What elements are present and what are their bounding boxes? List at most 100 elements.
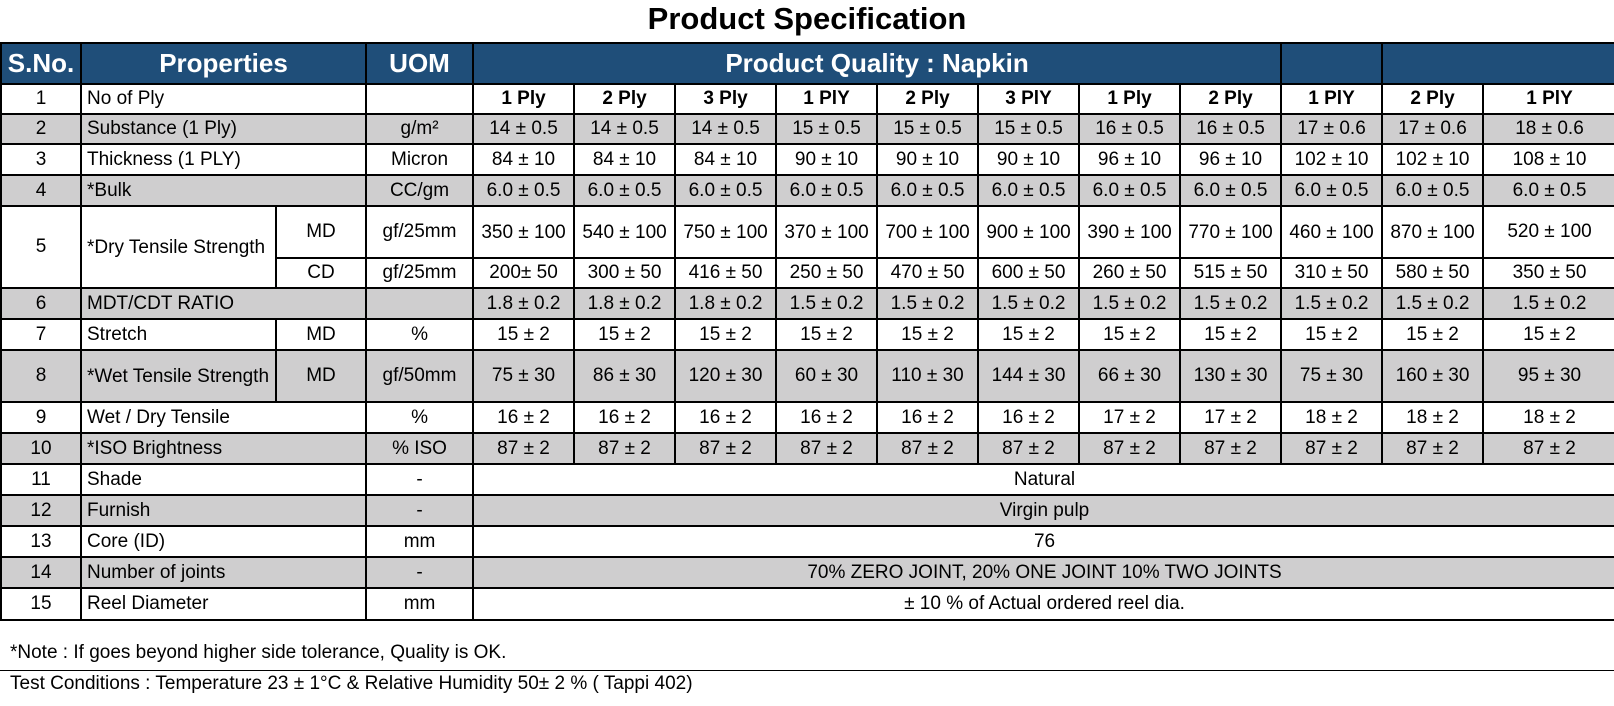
value-cell: 90 ± 10: [775, 143, 879, 176]
value-cell: 18 ± 0.6: [1482, 113, 1614, 145]
sno-cell: 7: [0, 318, 82, 351]
value-cell: 1.5 ± 0.2: [1078, 287, 1182, 320]
value-cell: 15 ± 0.5: [876, 113, 980, 145]
value-cell: 600 ± 50: [977, 257, 1081, 289]
value-cell: 95 ± 30: [1482, 349, 1614, 403]
value-cell: 2 Ply: [573, 83, 677, 115]
value-cell: 90 ± 10: [876, 143, 980, 176]
value-cell: 16 ± 2: [573, 401, 677, 434]
table-row: 10 *ISO Brightness % ISO 87 ± 2 87 ± 2 8…: [0, 432, 1614, 465]
header-sno: S.No.: [0, 42, 82, 85]
property-cell: Wet / Dry Tensile: [79, 401, 368, 434]
value-cell: 350 ± 100: [472, 205, 576, 259]
value-cell: 6.0 ± 0.5: [1482, 174, 1614, 207]
value-cell: 15 ± 0.5: [977, 113, 1081, 145]
table-row: 15 Reel Diameter mm ± 10 % of Actual ord…: [0, 587, 1614, 621]
value-cell: 16 ± 2: [674, 401, 778, 434]
value-cell: 84 ± 10: [674, 143, 778, 176]
value-cell: 1.5 ± 0.2: [977, 287, 1081, 320]
value-cell: 15 ± 2: [573, 318, 677, 351]
uom-cell: %: [365, 318, 475, 351]
value-cell: 770 ± 100: [1179, 205, 1283, 259]
property-cell: Furnish: [79, 494, 368, 527]
table-row: 11 Shade - Natural: [0, 463, 1614, 496]
table-row: 14 Number of joints - 70% ZERO JOINT, 20…: [0, 556, 1614, 589]
sno-cell: 10: [0, 432, 82, 465]
table-row: 3 Thickness (1 PLY) Micron 84 ± 10 84 ± …: [0, 143, 1614, 176]
value-cell: 84 ± 10: [573, 143, 677, 176]
value-cell: 18 ± 2: [1280, 401, 1384, 434]
table-row: 2 Substance (1 Ply) g/m² 14 ± 0.5 14 ± 0…: [0, 113, 1614, 145]
merged-value-cell: Natural: [472, 463, 1614, 496]
value-cell: 110 ± 30: [876, 349, 980, 403]
sno-cell: 9: [0, 401, 82, 434]
sno-cell: 1: [0, 83, 82, 115]
value-cell: 1 PlY: [1280, 83, 1384, 115]
value-cell: 14 ± 0.5: [472, 113, 576, 145]
property-cell: *ISO Brightness: [79, 432, 368, 465]
value-cell: 60 ± 30: [775, 349, 879, 403]
value-cell: 416 ± 50: [674, 257, 778, 289]
value-cell: 15 ± 2: [1179, 318, 1283, 351]
value-cell: 250 ± 50: [775, 257, 879, 289]
property-cell: Substance (1 Ply): [79, 113, 368, 145]
header-product-quality: Product Quality : Napkin: [472, 42, 1283, 85]
value-cell: 1.5 ± 0.2: [1381, 287, 1485, 320]
value-cell: 310 ± 50: [1280, 257, 1384, 289]
property-cell: Thickness (1 PLY): [79, 143, 368, 176]
uom-cell: gf/25mm: [365, 257, 475, 289]
divider: [0, 670, 1614, 671]
property-cell: Stretch: [80, 318, 277, 351]
value-cell: 370 ± 100: [775, 205, 879, 259]
value-cell: 84 ± 10: [472, 143, 576, 176]
value-cell: 87 ± 2: [674, 432, 778, 465]
property-cell: Reel Diameter: [79, 587, 368, 621]
uom-cell: [365, 83, 475, 115]
value-cell: 102 ± 10: [1280, 143, 1384, 176]
value-cell: 15 ± 2: [1482, 318, 1614, 351]
table-row: CD gf/25mm 200± 50 300 ± 50 416 ± 50 250…: [1, 257, 1614, 289]
header-properties: Properties: [79, 42, 368, 85]
uom-cell: % ISO: [365, 432, 475, 465]
uom-cell: -: [365, 463, 475, 496]
value-cell: 3 Ply: [674, 83, 778, 115]
value-cell: 700 ± 100: [876, 205, 980, 259]
value-cell: 90 ± 10: [977, 143, 1081, 176]
merged-value-cell: Virgin pulp: [472, 494, 1614, 527]
value-cell: 750 ± 100: [674, 205, 778, 259]
value-cell: 1.5 ± 0.2: [876, 287, 980, 320]
sno-cell: 4: [0, 174, 82, 207]
value-cell: 75 ± 30: [1280, 349, 1384, 403]
table-row: 7 Stretch MD % 15 ± 2 15 ± 2 15 ± 2 15 ±…: [0, 318, 1614, 351]
value-cell: 1.8 ± 0.2: [472, 287, 576, 320]
value-cell: 144 ± 30: [977, 349, 1081, 403]
table-row: 9 Wet / Dry Tensile % 16 ± 2 16 ± 2 16 ±…: [0, 401, 1614, 434]
value-cell: 87 ± 2: [1078, 432, 1182, 465]
value-cell: 15 ± 2: [977, 318, 1081, 351]
uom-cell: mm: [365, 587, 475, 621]
value-cell: 87 ± 2: [1179, 432, 1283, 465]
property-cell: Number of joints: [79, 556, 368, 589]
value-cell: 16 ± 0.5: [1179, 113, 1283, 145]
property-cell: *Dry Tensile Strength: [80, 205, 277, 289]
header-uom: UOM: [365, 42, 475, 85]
direction-cell: MD: [274, 318, 368, 351]
direction-cell: MD: [274, 205, 368, 259]
value-cell: 6.0 ± 0.5: [472, 174, 576, 207]
value-cell: 16 ± 2: [472, 401, 576, 434]
value-cell: 470 ± 50: [876, 257, 980, 289]
header-row: S.No. Properties UOM Product Quality : N…: [0, 42, 1614, 85]
uom-cell: mm: [365, 525, 475, 558]
value-cell: 1.8 ± 0.2: [674, 287, 778, 320]
value-cell: 6.0 ± 0.5: [1078, 174, 1182, 207]
table-row: 12 Furnish - Virgin pulp: [0, 494, 1614, 527]
uom-cell: %: [365, 401, 475, 434]
value-cell: 16 ± 2: [876, 401, 980, 434]
value-cell: 540 ± 100: [573, 205, 677, 259]
property-cell: Shade: [79, 463, 368, 496]
value-cell: 96 ± 10: [1078, 143, 1182, 176]
value-cell: 6.0 ± 0.5: [977, 174, 1081, 207]
sno-cell: 3: [0, 143, 82, 176]
value-cell: 18 ± 2: [1482, 401, 1614, 434]
sno-cell: 11: [0, 463, 82, 496]
